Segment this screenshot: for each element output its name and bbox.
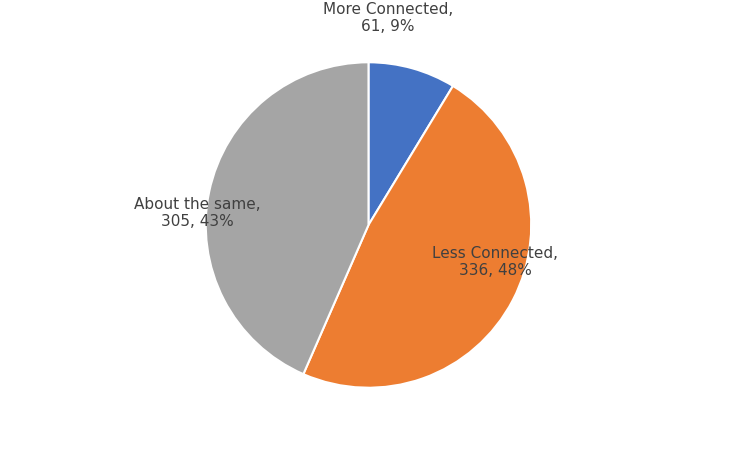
Text: Less Connected,
336, 48%: Less Connected, 336, 48%: [432, 245, 559, 277]
Text: About the same,
305, 43%: About the same, 305, 43%: [135, 196, 261, 229]
Wedge shape: [368, 63, 453, 226]
Text: More Connected,
61, 9%: More Connected, 61, 9%: [323, 1, 453, 34]
Wedge shape: [303, 87, 531, 388]
Wedge shape: [206, 63, 368, 374]
